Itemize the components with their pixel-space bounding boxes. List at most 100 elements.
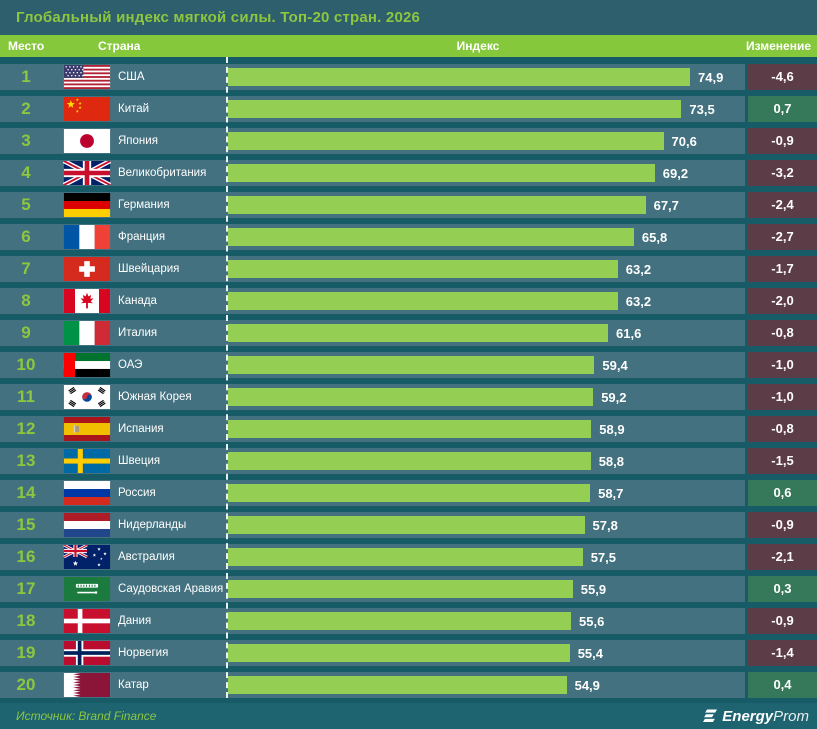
index-value-label: 55,4 — [577, 645, 603, 661]
column-header-place: Место — [8, 39, 45, 53]
index-bar — [228, 100, 682, 118]
country-label: Япония — [118, 135, 158, 147]
index-bar-group: 58,7 — [228, 480, 623, 506]
source-label: Источник: Brand Finance — [16, 709, 157, 723]
flag-icon — [62, 609, 112, 633]
change-badge: -1,0 — [748, 384, 817, 410]
rank-label: 16 — [16, 547, 36, 566]
country-label: Катар — [118, 679, 149, 691]
index-bar — [228, 484, 591, 502]
rank-label: 1 — [21, 67, 31, 86]
rank-label: 13 — [16, 451, 36, 470]
table-row: 7 Швейцария 63,2 -1,7 — [0, 256, 817, 282]
change-badge: -4,6 — [748, 64, 817, 90]
table-row: 6 Франция 65,8 -2,7 — [0, 224, 817, 250]
index-bar — [228, 196, 646, 214]
flag-icon — [62, 225, 112, 249]
country-label: Великобритания — [118, 167, 207, 179]
index-value-label: 73,5 — [689, 101, 715, 117]
index-bar-group: 59,2 — [228, 384, 627, 410]
index-bar — [228, 612, 571, 630]
country-label: Швейцария — [118, 263, 180, 275]
chart-title-bar: Глобальный индекс мягкой силы. Топ-20 ст… — [0, 0, 817, 35]
table-row: 9 Италия 61,6 -0,8 — [0, 320, 817, 346]
index-bar-group: 63,2 — [228, 288, 651, 314]
index-bar — [228, 324, 608, 342]
energyprom-logo: EnergyProm — [701, 708, 809, 725]
change-badge: -0,9 — [748, 128, 817, 154]
country-label: Испания — [118, 423, 164, 435]
index-bar — [228, 292, 618, 310]
index-value-label: 63,2 — [625, 261, 652, 277]
index-bar — [228, 164, 655, 182]
flag-icon — [62, 161, 112, 185]
country-label: Швеция — [118, 455, 161, 467]
table-row: 13 Швеция 58,8 -1,5 — [0, 448, 817, 474]
country-label: Канада — [118, 295, 157, 307]
country-label: Германия — [118, 199, 170, 211]
index-value-label: 55,9 — [580, 581, 607, 597]
change-badge: 0,6 — [748, 480, 817, 506]
index-value-label: 58,9 — [599, 421, 625, 437]
rank-label: 20 — [16, 675, 36, 694]
flag-icon — [62, 673, 112, 697]
index-bar-group: 57,8 — [228, 512, 618, 538]
index-value-label: 70,6 — [671, 133, 697, 149]
index-bar — [228, 452, 591, 470]
column-header-strip: Место Страна Индекс Изменение — [0, 35, 817, 57]
change-badge: -2,1 — [748, 544, 817, 570]
country-label: США — [118, 71, 145, 83]
flag-icon — [62, 513, 112, 537]
index-value-label: 59,4 — [602, 357, 628, 373]
index-bar-group: 63,2 — [228, 256, 651, 282]
index-bar — [228, 644, 570, 662]
ranking-table: 1 США 74,9 -4,6 2 Китай 73,5 0,7 3 Япони… — [0, 57, 817, 698]
index-bar-group: 55,6 — [228, 608, 604, 634]
flag-icon — [62, 97, 112, 121]
rank-label: 10 — [16, 355, 36, 374]
table-row: 2 Китай 73,5 0,7 — [0, 96, 817, 122]
change-badge: -2,4 — [748, 192, 817, 218]
change-badge: 0,7 — [748, 96, 817, 122]
change-badge: -0,9 — [748, 512, 817, 538]
flag-icon — [62, 321, 112, 345]
table-row: 20 Катар 54,9 0,4 — [0, 672, 817, 698]
axis-baseline — [226, 57, 228, 698]
table-row: 18 Дания 55,6 -0,9 — [0, 608, 817, 634]
country-label: Южная Корея — [118, 391, 192, 403]
table-row: 10 ОАЭ 59,4 -1,0 — [0, 352, 817, 378]
flag-icon — [62, 417, 112, 441]
column-header-country: Страна — [98, 39, 141, 53]
table-row: 11 Южная Корея 59,2 -1,0 — [0, 384, 817, 410]
index-bar-group: 54,9 — [228, 672, 600, 698]
index-bar-group: 58,9 — [228, 416, 625, 442]
energyprom-logo-icon — [703, 709, 718, 722]
index-bar — [228, 132, 664, 150]
index-value-label: 69,2 — [662, 165, 689, 181]
index-value-label: 54,9 — [574, 677, 600, 693]
index-bar-group: 59,4 — [228, 352, 628, 378]
index-bar-group: 67,7 — [228, 192, 679, 218]
change-badge: -2,7 — [748, 224, 817, 250]
rank-label: 18 — [16, 611, 36, 630]
change-badge: 0,4 — [748, 672, 817, 698]
flag-icon — [62, 385, 112, 409]
table-row: 5 Германия 67,7 -2,4 — [0, 192, 817, 218]
country-label: Австралия — [118, 551, 175, 563]
rank-label: 12 — [16, 419, 36, 438]
change-badge: -0,8 — [748, 320, 817, 346]
index-bar — [228, 548, 583, 566]
index-bar — [228, 68, 690, 86]
rank-label: 9 — [21, 323, 31, 342]
change-badge: -1,4 — [748, 640, 817, 666]
table-row: 15 Нидерланды 57,8 -0,9 — [0, 512, 817, 538]
flag-icon — [62, 193, 112, 217]
country-label: Франция — [118, 231, 166, 243]
change-badge: -2,0 — [748, 288, 817, 314]
country-label: Россия — [118, 487, 156, 499]
chart-title: Глобальный индекс мягкой силы. Топ-20 ст… — [16, 9, 421, 26]
flag-icon — [62, 129, 112, 153]
flag-icon — [62, 289, 112, 313]
index-value-label: 67,7 — [653, 197, 679, 213]
index-bar — [228, 356, 595, 374]
